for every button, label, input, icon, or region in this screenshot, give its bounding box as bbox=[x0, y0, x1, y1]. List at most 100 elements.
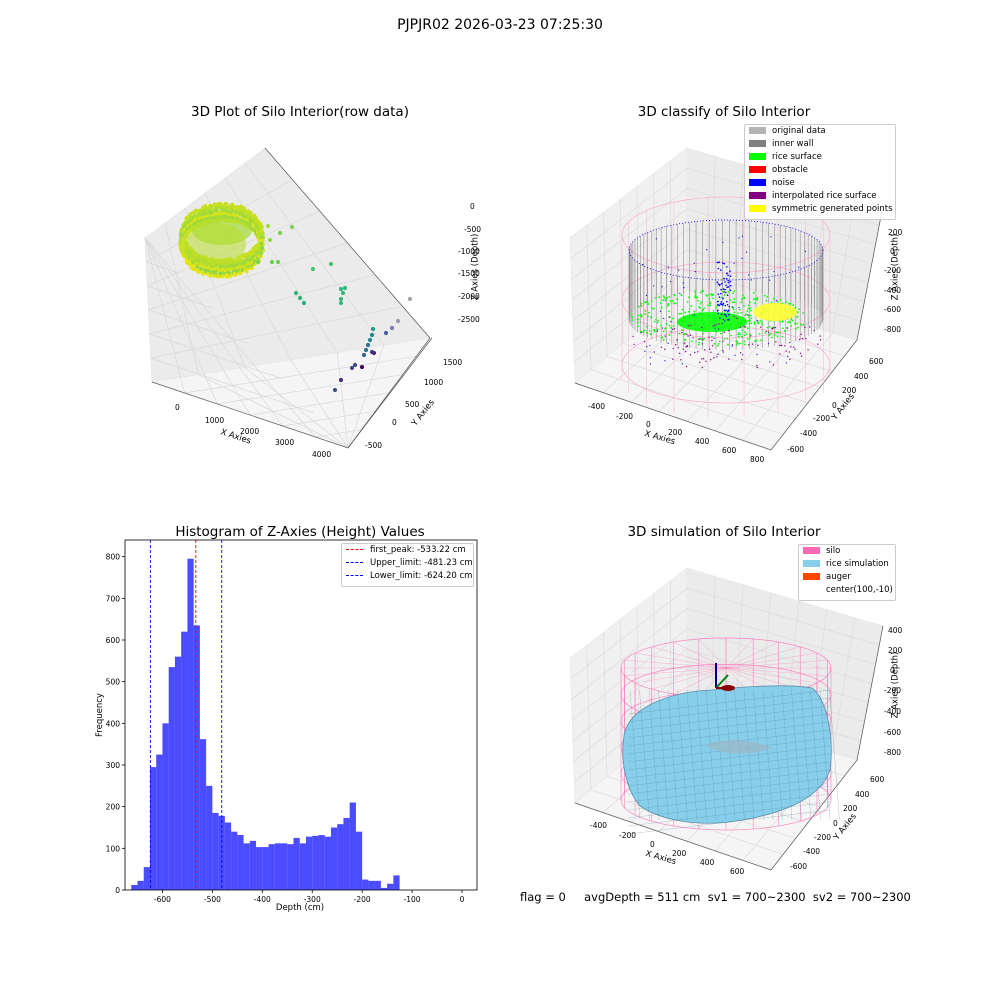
mesh-line bbox=[800, 689, 812, 821]
rice-surface-point bbox=[748, 320, 751, 323]
interpolated-point bbox=[674, 344, 677, 346]
rice-surface-point bbox=[744, 326, 747, 328]
rice-surface-point bbox=[662, 338, 665, 341]
interpolated-point bbox=[807, 349, 809, 351]
rice-surface-point bbox=[650, 300, 653, 303]
rice-surface-point bbox=[681, 328, 683, 331]
p2-ytick: -200 bbox=[813, 414, 831, 423]
rice-surface-point bbox=[790, 318, 793, 321]
rice-surface-point bbox=[712, 309, 715, 312]
rice-surface-point bbox=[658, 296, 661, 299]
interpolated-point bbox=[643, 340, 646, 343]
data-point bbox=[242, 268, 247, 272]
noise-point bbox=[775, 300, 777, 302]
noise-point bbox=[748, 274, 750, 276]
x-tick-label: -400 bbox=[254, 895, 271, 904]
raw-3d-scatter-plot bbox=[144, 147, 433, 449]
mesh-line bbox=[724, 689, 736, 821]
noise-point bbox=[767, 343, 770, 345]
noise-point bbox=[659, 310, 662, 312]
p4-ztick: -200 bbox=[884, 686, 902, 695]
p2-xtick: 800 bbox=[750, 455, 765, 464]
interpolated-point bbox=[780, 344, 783, 347]
interpolated-point bbox=[689, 334, 692, 336]
legend-entry: center(100,-10) bbox=[803, 585, 893, 597]
legend-entry: silo bbox=[803, 546, 840, 558]
rice-surface-point bbox=[637, 305, 640, 308]
noise-point bbox=[723, 320, 726, 322]
rice-surface-point bbox=[727, 291, 730, 293]
rice-surface-point bbox=[664, 299, 667, 302]
interpolated-point bbox=[701, 326, 703, 329]
rice-surface-point bbox=[750, 309, 752, 312]
rice-surface-point bbox=[671, 299, 674, 302]
mesh-line bbox=[627, 769, 831, 795]
noise-point bbox=[716, 261, 719, 264]
noise-point bbox=[725, 277, 728, 280]
p4-xtick: 200 bbox=[672, 849, 687, 858]
interpolated-point bbox=[708, 336, 710, 338]
data-point bbox=[301, 300, 307, 306]
p4-ytick: -600 bbox=[790, 862, 808, 871]
rice-surface-point bbox=[741, 298, 743, 300]
interpolated-point bbox=[756, 366, 758, 369]
data-point bbox=[213, 202, 217, 207]
rice-surface-point bbox=[667, 304, 669, 307]
noise-ring bbox=[628, 219, 824, 281]
rice-surface-point bbox=[749, 314, 752, 317]
data-point bbox=[338, 377, 344, 383]
rice-surface-point bbox=[688, 296, 690, 299]
noise-point bbox=[722, 302, 725, 305]
rice-surface-point bbox=[748, 337, 751, 339]
legend-swatch bbox=[803, 573, 820, 580]
interpolated-point bbox=[722, 349, 724, 352]
histogram-bar bbox=[187, 558, 194, 890]
interpolated-point bbox=[699, 361, 701, 364]
grid-line bbox=[714, 325, 809, 432]
silo-wireframe bbox=[651, 646, 727, 669]
histogram-bar bbox=[156, 754, 163, 890]
rice-surface-point bbox=[684, 311, 687, 314]
noise-point bbox=[804, 250, 806, 252]
interpolated-point bbox=[645, 345, 648, 348]
data-point bbox=[370, 326, 376, 332]
data-point bbox=[189, 219, 193, 223]
legend-swatch bbox=[749, 166, 766, 173]
grid-line bbox=[586, 645, 592, 790]
rice-surface-point bbox=[758, 332, 761, 335]
rice-surface-point bbox=[637, 314, 640, 317]
panel-raw-title: 3D Plot of Silo Interior(row data) bbox=[191, 104, 409, 120]
data-point bbox=[310, 266, 316, 272]
interpolated-point bbox=[633, 343, 635, 346]
rice-surface-point bbox=[631, 316, 634, 319]
mesh-line bbox=[627, 689, 831, 715]
rice-surface-point bbox=[713, 342, 716, 345]
data-point bbox=[234, 269, 239, 273]
p2-ytick: 600 bbox=[869, 357, 884, 366]
x-tick-label: 0 bbox=[460, 895, 465, 904]
plot-frame bbox=[124, 539, 478, 891]
status-line: flag = 0 avgDepth = 511 cm sv1 = 700~230… bbox=[520, 890, 911, 904]
rice-surface-point bbox=[748, 322, 751, 325]
data-point bbox=[269, 259, 275, 265]
rice-surface-point bbox=[667, 303, 670, 305]
histogram-bar bbox=[162, 723, 169, 890]
center-axis-y bbox=[715, 674, 729, 689]
rice-surface-point bbox=[737, 335, 740, 338]
rice-surface-point bbox=[696, 299, 699, 302]
rice-surface-point bbox=[794, 328, 797, 331]
interpolated-point bbox=[772, 327, 775, 329]
mesh-line bbox=[762, 689, 774, 821]
noise-point bbox=[661, 286, 663, 288]
panel-classify-title: 3D classify of Silo Interior bbox=[637, 104, 811, 120]
interpolated-point bbox=[798, 338, 801, 341]
noise-point bbox=[727, 281, 730, 284]
noise-point bbox=[661, 327, 663, 329]
p2-ytick: 200 bbox=[842, 386, 857, 395]
legend-entry: first_peak: -533.22 cm bbox=[346, 545, 466, 557]
legend-swatch bbox=[749, 153, 766, 160]
grid-line bbox=[832, 197, 856, 333]
p1-ytick: 500 bbox=[405, 400, 420, 409]
data-point bbox=[363, 347, 369, 353]
rice-surface-point bbox=[645, 332, 648, 334]
